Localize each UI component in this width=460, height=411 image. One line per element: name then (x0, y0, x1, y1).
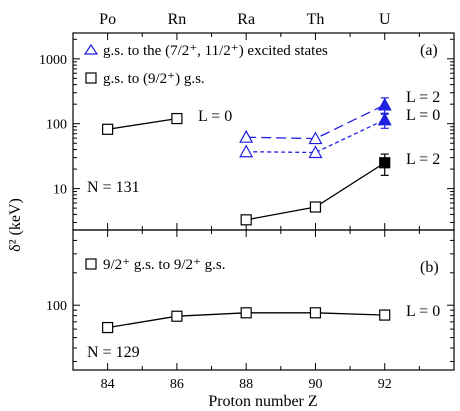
series-layer (102, 97, 392, 334)
top-label-po: Po (99, 11, 116, 28)
data-point-triangle (377, 97, 392, 111)
x-tick-label: 84 (101, 377, 115, 392)
n-label-b: N = 129 (87, 344, 140, 361)
x-tick-label: 86 (170, 377, 184, 392)
panel-a-label: (a) (420, 42, 438, 59)
top-label-rn: Rn (168, 11, 187, 28)
data-point-square (171, 310, 183, 322)
panel-a-legend: g.s. to the (7/2⁺, 11/2⁺) excited states… (83, 43, 328, 87)
data-point-square (240, 214, 252, 226)
l-label-u-b: L = 0 (406, 303, 440, 320)
data-point-square (309, 201, 322, 213)
n-label-a: N = 131 (87, 179, 140, 196)
series-line (246, 119, 385, 154)
legend-label: g.s. to the (7/2⁺, 11/2⁺) excited states (103, 43, 328, 59)
panel-a-frame (72, 32, 455, 231)
data-point-square (171, 112, 183, 125)
l-label-u-mid: L = 0 (406, 107, 440, 124)
data-point-triangle (308, 145, 323, 159)
x-axis-title: Proton number Z (208, 393, 317, 410)
l-label-po-rn: L = 0 (198, 108, 232, 125)
data-point-square (240, 307, 252, 319)
legend-square-marker (85, 258, 97, 270)
top-label-ra: Ra (237, 11, 255, 28)
top-element-labels: Po Rn Ra Th U (99, 11, 391, 28)
data-point-square (102, 321, 114, 334)
panel-b-legend: 9/2⁺ g.s. to 9/2⁺ g.s. (85, 257, 226, 273)
series-line (107, 117, 177, 130)
legend-square-marker (85, 72, 97, 84)
x-tick-labels: 84 86 88 90 92 (101, 377, 392, 392)
legend-triangle-marker (83, 43, 99, 55)
data-point-square (102, 123, 114, 135)
l-label-u-top: L = 2 (406, 89, 440, 106)
ticks-layer (72, 33, 455, 370)
legend-label: g.s. to (9/2⁺) g.s. (103, 71, 205, 87)
data-point-square (379, 157, 391, 169)
y-tick-label: 1000 (39, 53, 67, 68)
y-tick-label: 10 (53, 183, 67, 198)
x-tick-label: 92 (378, 377, 392, 392)
legend-label: 9/2⁺ g.s. to 9/2⁺ g.s. (103, 257, 226, 273)
data-point-triangle (239, 144, 254, 158)
l-label-u-low: L = 2 (406, 151, 440, 168)
y-tick-label: 100 (46, 118, 67, 133)
data-point-triangle (239, 129, 254, 143)
top-label-u: U (379, 11, 391, 28)
data-point-square (379, 309, 391, 321)
y-axis-title: δ² (keV) (7, 198, 24, 252)
data-point-square (309, 307, 322, 319)
y-tick-label: 100 (46, 299, 67, 314)
panel-b-label: (b) (420, 259, 439, 276)
top-label-th: Th (307, 11, 325, 28)
panel-b-frame (72, 229, 455, 371)
x-tick-label: 90 (308, 377, 322, 392)
x-tick-label: 88 (239, 377, 253, 392)
data-point-triangle (308, 131, 323, 145)
data-point-triangle (377, 112, 392, 126)
